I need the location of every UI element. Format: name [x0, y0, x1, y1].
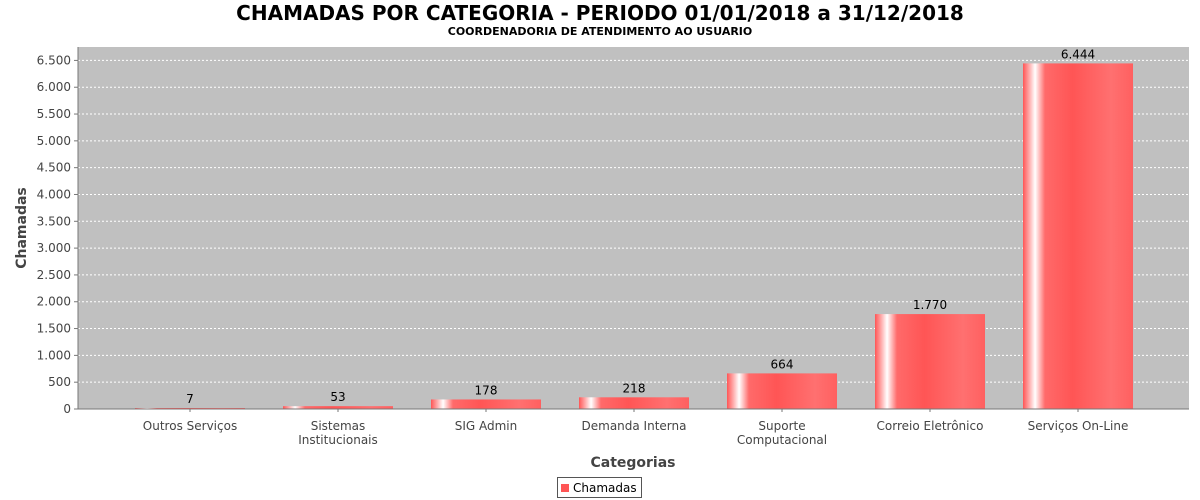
bar-value-label: 178: [475, 383, 498, 397]
bar-value-label: 7: [186, 392, 194, 406]
y-tick-label: 5.500: [37, 107, 71, 121]
y-tick-label: 2.500: [37, 268, 71, 282]
bar: [875, 314, 985, 409]
y-tick-label: 4.500: [37, 161, 71, 175]
x-tick-label: Outros Serviços: [143, 419, 237, 433]
x-tick-label: Sistemas: [311, 419, 366, 433]
y-axis-ticks: 0 500 1.000 1.500 2.000 2.500 3.000 3.500 4.000 4…: [37, 53, 78, 416]
x-tick-label: Suporte: [758, 419, 805, 433]
bar-value-label: 218: [623, 381, 646, 395]
legend-label: Chamadas: [573, 480, 637, 495]
y-tick-label: 5.000: [37, 134, 71, 148]
bar-value-label: 6.444: [1061, 47, 1095, 61]
plot-area: [78, 47, 1189, 409]
bar: [283, 406, 393, 409]
y-tick-label: 1.500: [37, 322, 71, 336]
legend-swatch: [561, 483, 569, 492]
y-tick-label: 500: [48, 375, 71, 389]
bars: 7 53 178 218 664 1.770 6.444: [135, 47, 1133, 409]
x-tick-label: SIG Admin: [455, 419, 518, 433]
y-tick-label: 0: [63, 402, 71, 416]
x-tick-label: Correio Eletrônico: [877, 419, 984, 433]
y-tick-label: 4.000: [37, 187, 71, 201]
y-tick-label: 2.000: [37, 295, 71, 309]
bar: [431, 399, 541, 409]
x-axis-label: Categorias: [590, 455, 675, 471]
legend: Chamadas: [557, 477, 642, 498]
bar-value-label: 53: [330, 390, 345, 404]
y-tick-label: 1.000: [37, 348, 71, 362]
y-tick-label: 6.000: [37, 80, 71, 94]
bar: [727, 373, 837, 409]
y-axis-label: Chamadas: [14, 187, 30, 269]
y-tick-label: 3.500: [37, 214, 71, 228]
grid-lines: [78, 59, 1189, 383]
bar-value-label: 1.770: [913, 298, 947, 312]
bar: [579, 397, 689, 409]
y-tick-label: 6.500: [37, 53, 71, 67]
chart-title: CHAMADAS POR CATEGORIA - PERIODO 01/01/2…: [236, 1, 964, 25]
chart-subtitle: COORDENADORIA DE ATENDIMENTO AO USUARIO: [447, 25, 753, 38]
y-tick-label: 3.000: [37, 241, 71, 255]
x-tick-label: Institucionais: [298, 433, 378, 447]
x-tick-label: Computacional: [737, 433, 827, 447]
x-tick-label: Demanda Interna: [582, 419, 687, 433]
x-tick-label: Serviços On-Line: [1028, 419, 1129, 433]
bar-value-label: 664: [771, 357, 794, 371]
bar: [1023, 63, 1133, 409]
